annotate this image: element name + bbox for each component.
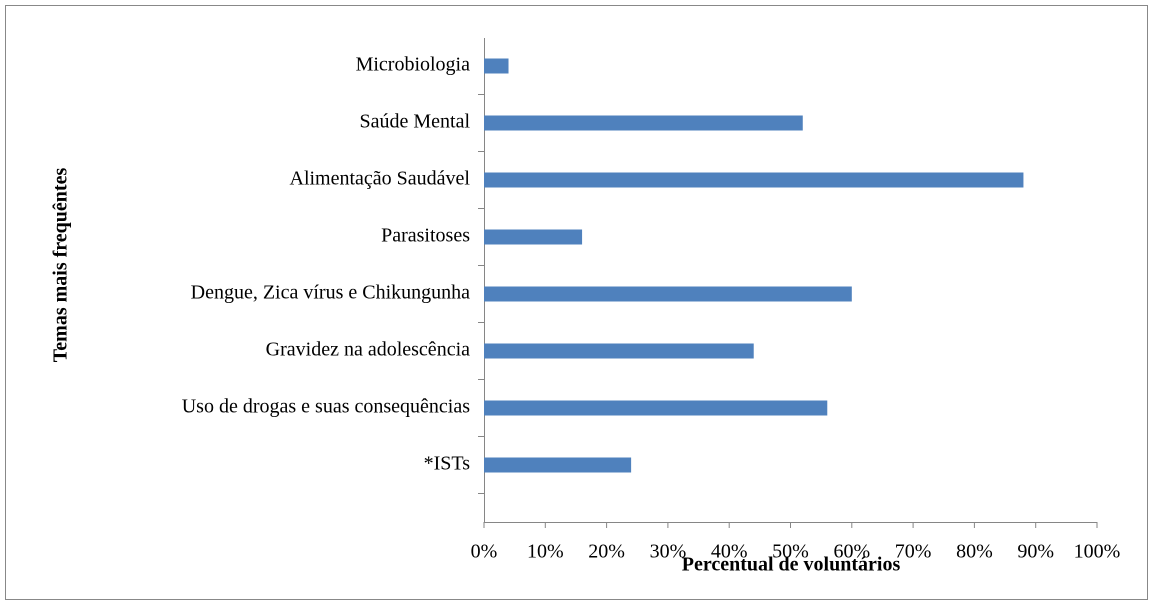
- y-tick-label: *ISTs: [424, 453, 471, 475]
- bar: [484, 229, 583, 245]
- x-tick-label: 30%: [650, 541, 687, 563]
- bar: [484, 115, 803, 131]
- x-tick-label: 20%: [588, 541, 625, 563]
- x-tick-label: 0%: [471, 541, 498, 563]
- y-tick-label: Dengue, Zica vírus e Chikungunha: [191, 282, 470, 304]
- x-tick-label: 100%: [1074, 541, 1121, 563]
- bar: [484, 457, 632, 473]
- x-tick-label: 50%: [772, 541, 809, 563]
- x-axis-title: Percentual de voluntários: [682, 554, 901, 576]
- bar: [484, 172, 1024, 188]
- bar: [484, 400, 828, 416]
- x-tick-label: 10%: [527, 541, 564, 563]
- x-tick-label: 40%: [711, 541, 748, 563]
- y-tick-label: Gravidez na adolescência: [266, 339, 470, 361]
- y-axis-title: Temas mais frequêntes: [50, 168, 72, 363]
- y-tick-label: Uso de drogas e suas consequências: [182, 396, 470, 418]
- x-tick-label: 90%: [1017, 541, 1054, 563]
- bar: [484, 58, 509, 74]
- y-tick-label: Alimentação Saudável: [290, 168, 471, 190]
- x-tick-label: 60%: [833, 541, 870, 563]
- bar: [484, 343, 754, 359]
- x-tick-label: 70%: [895, 541, 932, 563]
- y-tick-label: Parasitoses: [381, 225, 470, 247]
- bar: [484, 286, 852, 302]
- x-tick-label: 80%: [956, 541, 993, 563]
- chart-frame: [5, 5, 1148, 600]
- y-tick-label: Saúde Mental: [359, 111, 470, 133]
- y-tick-label: Microbiologia: [356, 54, 471, 76]
